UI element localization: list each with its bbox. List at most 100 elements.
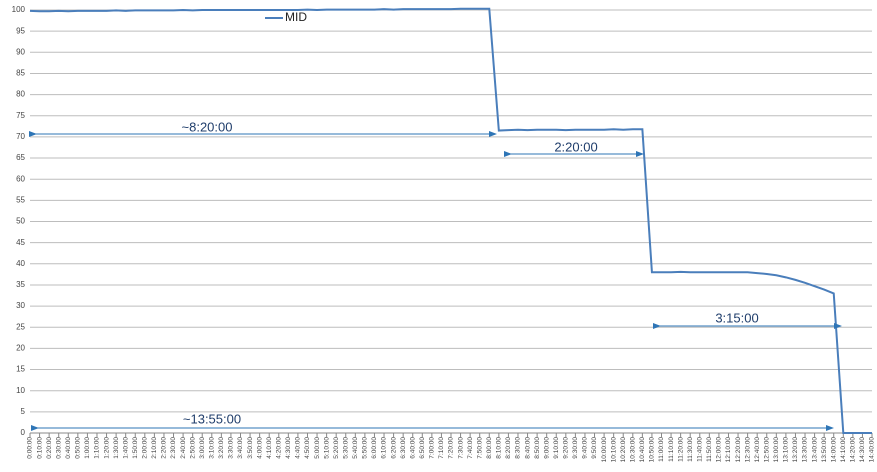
x-tick-label: 0:40:00 [65,437,72,459]
x-tick-label: 1:10:00 [94,437,101,459]
series-line [29,7,872,434]
x-tick-label: 13:40:00 [811,437,818,463]
y-tick-label: 90 [16,47,25,56]
x-tick-label: 3:10:00 [209,437,216,459]
x-tick-label: 10:20:00 [620,437,627,463]
x-tick-label: 7:50:00 [476,437,483,459]
x-tick-label: 5:30:00 [342,437,349,459]
x-tick-label: 11:40:00 [696,437,703,462]
y-tick-label: 25 [16,322,25,331]
x-tick-label: 0:10:00 [36,437,43,459]
annotation: 2:20:00 [554,139,597,154]
x-tick-label: 9:30:00 [572,437,579,459]
x-tick-label: 0:30:00 [55,437,62,459]
x-tick-label: 14:00:00 [830,437,837,463]
x-tick-label: 4:50:00 [304,437,311,459]
x-tick-label: 12:20:00 [735,437,742,463]
y-tick-label: 15 [16,365,25,374]
x-tick-label: 3:30:00 [228,437,235,459]
x-tick-label: 10:40:00 [639,437,646,463]
x-tick-label: 7:40:00 [467,437,474,459]
y-tick-label: 40 [16,259,25,268]
y-tick-label: 50 [16,217,25,226]
x-tick-label: 13:30:00 [802,437,809,463]
x-tick-label: 6:40:00 [409,437,416,459]
x-tick-label: 3:50:00 [247,437,254,459]
annotation: ~13:55:00 [183,411,241,426]
x-tick-label: 14:10:00 [840,437,847,463]
x-tick-label: 10:10:00 [610,437,617,463]
x-tick-label: 4:10:00 [266,437,273,459]
x-tick-label: 13:20:00 [792,437,799,463]
x-tick-label: 8:20:00 [505,437,512,459]
y-tick-label: 100 [12,5,26,14]
x-tick-label: 0:20:00 [46,437,53,459]
x-tick-label: 1:00:00 [84,437,91,459]
x-tick-label: 8:10:00 [496,437,503,459]
y-tick-label: 65 [16,153,25,162]
x-tick-label: 13:00:00 [773,437,780,463]
y-tick-label: 55 [16,195,25,204]
legend-label: MID [285,10,307,24]
x-tick-label: 11:30:00 [687,437,694,462]
x-tick-label: 3:20:00 [218,437,225,459]
annotation: ~8:20:00 [182,119,233,134]
x-tick-label: 7:00:00 [429,437,436,459]
annotation: 3:15:00 [715,310,758,325]
x-tick-label: 8:40:00 [524,437,531,459]
x-tick-label: 10:00:00 [601,437,608,463]
x-tick-label: 4:30:00 [285,437,292,459]
x-tick-label: 12:30:00 [744,437,751,463]
x-tick-label: 1:50:00 [132,437,139,459]
y-tick-label: 85 [16,69,25,78]
x-tick-label: 5:20:00 [333,437,340,459]
y-tick-label: 0 [21,428,26,437]
y-tick-label: 30 [16,301,25,310]
x-tick-label: 5:50:00 [362,437,369,459]
x-tick-label: 5:00:00 [314,437,321,459]
x-tick-label: 11:00:00 [658,437,665,462]
x-tick-label: 4:40:00 [295,437,302,459]
x-tick-label: 12:40:00 [754,437,761,463]
x-tick-label: 6:30:00 [400,437,407,459]
y-tick-label: 35 [16,280,25,289]
y-tick-label: 20 [16,344,25,353]
x-tick-label: 11:20:00 [677,437,684,462]
x-tick-label: 11:50:00 [706,437,713,462]
x-tick-label: 6:20:00 [390,437,397,459]
x-tick-label: 6:00:00 [371,437,378,459]
x-tick-label: 8:00:00 [486,437,493,459]
y-tick-label: 45 [16,238,25,247]
x-tick-label: 7:30:00 [457,437,464,459]
y-tick-label: 80 [16,90,25,99]
x-tick-label: 2:20:00 [161,437,168,459]
x-tick-label: 3:00:00 [199,437,206,459]
x-tick-label: 14:20:00 [850,437,857,463]
y-tick-label: 95 [16,26,25,35]
x-tick-label: 12:50:00 [763,437,770,463]
y-tick-label: 5 [21,407,26,416]
x-tick-label: 9:40:00 [582,437,589,459]
x-tick-label: 1:20:00 [103,437,110,459]
x-tick-label: 13:50:00 [821,437,828,463]
x-tick-label: 14:40:00 [869,437,876,463]
x-tick-label: 6:50:00 [419,437,426,459]
x-tick-label: 2:40:00 [180,437,187,459]
x-tick-label: 7:10:00 [438,437,445,459]
x-tick-label: 2:00:00 [142,437,149,459]
x-tick-label: 4:20:00 [275,437,282,459]
x-tick-label: 9:20:00 [563,437,570,459]
x-tick-label: 12:10:00 [725,437,732,463]
x-tick-label: 8:30:00 [515,437,522,459]
x-tick-label: 9:50:00 [591,437,598,459]
x-tick-label: 1:40:00 [122,437,129,459]
x-tick-label: 6:10:00 [381,437,388,459]
y-tick-label: 75 [16,111,25,120]
x-tick-label: 0:50:00 [75,437,82,459]
x-tick-label: 14:30:00 [859,437,866,463]
x-tick-label: 12:00:00 [716,437,723,463]
x-tick-label: 8:50:00 [534,437,541,459]
x-tick-label: 2:50:00 [189,437,196,459]
x-tick-label: 9:10:00 [553,437,560,459]
